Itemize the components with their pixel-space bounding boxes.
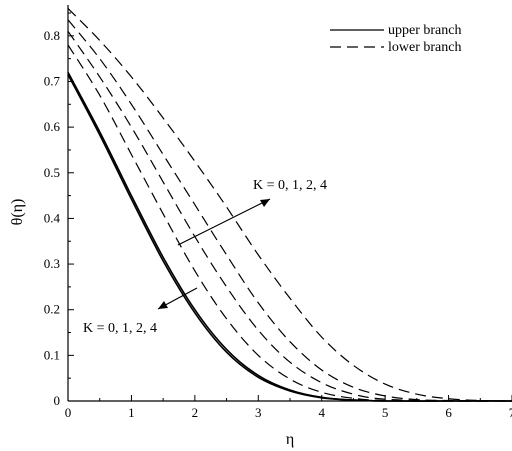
y-tick-label: 0.1 bbox=[44, 347, 60, 362]
lower-branch-curve bbox=[67, 30, 512, 402]
legend-lower-label: lower branch bbox=[388, 40, 461, 55]
legend-upper-label: upper branch bbox=[388, 23, 461, 38]
curves bbox=[67, 7, 512, 402]
lower-branch-curve bbox=[67, 19, 512, 402]
legend: upper branch lower branch bbox=[330, 23, 461, 55]
x-axis-title: η bbox=[286, 431, 294, 448]
x-tick-label: 4 bbox=[318, 405, 325, 420]
annotation-arrow-increasing bbox=[177, 198, 271, 246]
annotation-arrowhead-decreasing bbox=[158, 301, 168, 309]
x-tick-label: 6 bbox=[445, 405, 452, 420]
upper-branch-curve bbox=[67, 71, 512, 402]
y-axis-title: θ(η) bbox=[9, 199, 26, 226]
y-tick-label: 0.2 bbox=[44, 302, 60, 317]
x-tick-label: 5 bbox=[382, 405, 389, 420]
y-tick-label: 0.4 bbox=[44, 210, 61, 225]
x-tick-label: 3 bbox=[255, 405, 262, 420]
x-tick-label: 1 bbox=[128, 405, 135, 420]
y-tick-label: 0.8 bbox=[44, 28, 60, 43]
y-tick-label: 0.6 bbox=[44, 119, 61, 134]
y-tick-label: 0.5 bbox=[44, 165, 60, 180]
y-tick-label: 0.7 bbox=[44, 73, 61, 88]
annotation-arrowhead-increasing bbox=[260, 199, 270, 207]
annotation-upper-branch-k: K = 0, 1, 2, 4 bbox=[83, 321, 157, 336]
lower-branch-curve bbox=[67, 44, 512, 402]
x-tick-label: 0 bbox=[65, 405, 72, 420]
y-tick-label: 0.3 bbox=[44, 256, 60, 271]
lower-branch-curve bbox=[67, 7, 512, 402]
upper-branch-curve bbox=[67, 74, 512, 402]
annotation-lower-branch-k: K = 0, 1, 2, 4 bbox=[253, 178, 327, 193]
axis-ticks: 0 1 2 3 4 5 6 7 0 0.1 0.2 0.3 0.4 0.5 0.6 0.7 0.8 bbox=[44, 12, 512, 420]
y-tick-label: 0 bbox=[54, 393, 61, 408]
x-tick-label: 2 bbox=[192, 405, 199, 420]
x-tick-label: 7 bbox=[509, 405, 512, 420]
